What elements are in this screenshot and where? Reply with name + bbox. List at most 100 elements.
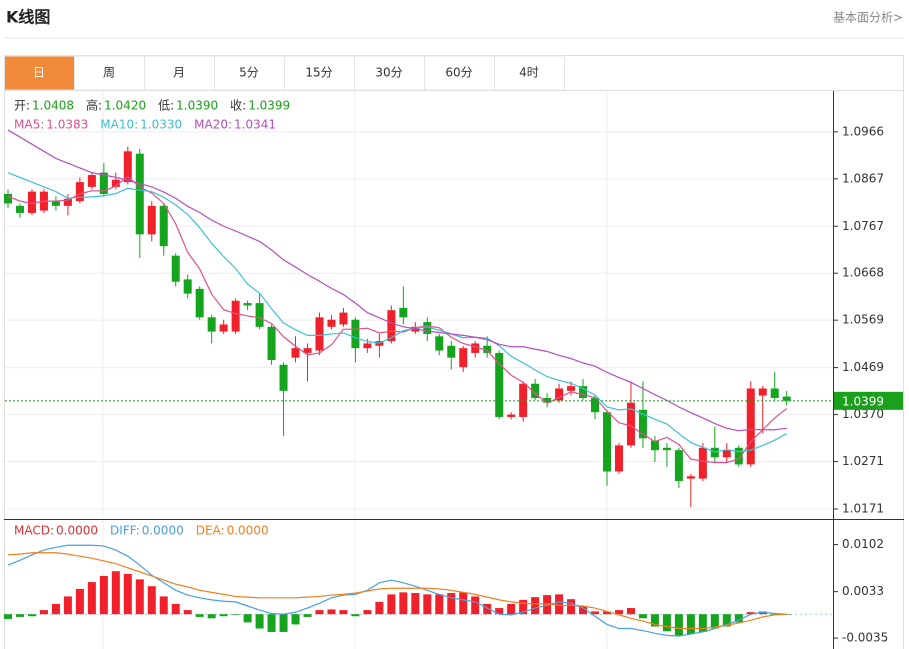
- macd-bar: [51, 603, 60, 615]
- candle-body: [75, 182, 84, 202]
- tab-label[interactable]: 日: [33, 66, 45, 80]
- readout-value: 0.0000: [142, 524, 184, 538]
- y-tick-label: 1.0767: [842, 219, 884, 233]
- tab-label[interactable]: 周: [103, 66, 115, 80]
- candle-body: [686, 476, 695, 479]
- tab-label[interactable]: 4时: [519, 66, 539, 80]
- indicator-line: [7, 552, 787, 630]
- macd-bar: [195, 614, 204, 617]
- readout-value: 0.0000: [56, 524, 98, 538]
- macd-bar: [686, 614, 695, 634]
- macd-bar: [135, 579, 144, 615]
- readout-value: 1.0408: [32, 99, 74, 113]
- readout-value: 1.0390: [176, 99, 218, 113]
- candle-body: [219, 324, 228, 332]
- readout-value: 1.0341: [234, 118, 276, 132]
- y-tick-label: 1.0370: [842, 407, 884, 421]
- macd-bar: [591, 611, 600, 615]
- macd-bar: [111, 571, 120, 615]
- last-price-label: 1.0399: [842, 394, 884, 408]
- macd-bar: [650, 614, 659, 627]
- tab[interactable]: [494, 55, 565, 91]
- tab-label[interactable]: 15分: [305, 66, 332, 80]
- tab[interactable]: [354, 55, 425, 91]
- candle-body: [351, 319, 360, 349]
- candle-body: [758, 388, 767, 396]
- indicator-line: [7, 172, 787, 453]
- readout-name: DEA:: [196, 524, 225, 538]
- fundamental-link[interactable]: 基本面分析>: [833, 11, 903, 25]
- readout-name: MA10:: [100, 118, 138, 132]
- macd-bar: [471, 596, 480, 615]
- candle-body: [399, 307, 408, 318]
- tab-label[interactable]: 60分: [445, 66, 472, 80]
- macd-bar: [279, 614, 288, 632]
- candle-body: [279, 364, 288, 391]
- readout-name: 收:: [230, 99, 246, 113]
- macd-bar: [87, 582, 96, 615]
- macd-bar: [39, 610, 48, 615]
- macd-bar: [363, 610, 372, 615]
- candle-body: [471, 343, 480, 353]
- last-price-tag: [834, 391, 903, 410]
- macd-bar: [375, 601, 384, 615]
- macd-bar: [507, 603, 516, 615]
- macd-bar: [603, 611, 611, 615]
- macd-bar: [75, 588, 84, 615]
- macd-bar: [531, 597, 540, 615]
- candle-body: [363, 343, 372, 349]
- widget-title: K线图: [6, 8, 50, 27]
- tab-label[interactable]: 30分: [375, 66, 402, 80]
- readout-value: 1.0330: [140, 118, 182, 132]
- tab[interactable]: [4, 55, 75, 91]
- tab-label[interactable]: 月: [173, 66, 185, 80]
- macd-bar: [171, 603, 180, 615]
- macd-bar: [435, 594, 444, 615]
- candle-body: [327, 319, 336, 327]
- candle-body: [123, 151, 132, 183]
- candle-body: [734, 447, 743, 465]
- macd-bar: [698, 614, 707, 632]
- macd-bar: [423, 594, 432, 615]
- readout-value: 1.0383: [46, 118, 88, 132]
- macd-bar: [15, 614, 24, 617]
- tab[interactable]: [284, 55, 355, 91]
- macd-bar: [447, 593, 456, 615]
- candle-body: [447, 345, 456, 358]
- candle-body: [638, 409, 647, 439]
- macd-bar: [255, 614, 264, 629]
- candle-body: [51, 201, 60, 206]
- macd-bar: [758, 611, 767, 615]
- candle-body: [435, 336, 444, 351]
- candle-body: [531, 383, 540, 398]
- macd-bar: [267, 614, 276, 632]
- candle-body: [555, 388, 564, 401]
- macd-bar: [483, 603, 492, 615]
- macd-bar: [123, 573, 132, 615]
- candle-body: [267, 326, 276, 361]
- tab[interactable]: [144, 55, 215, 91]
- candle-body: [63, 198, 72, 206]
- tab-label[interactable]: 5分: [239, 66, 259, 80]
- candle-body: [303, 348, 312, 353]
- tab-bar: 日 周 月 5分 15分 30分 60分 4时: [4, 55, 565, 91]
- readout-value: 1.0399: [248, 99, 290, 113]
- y-tick-label: 1.0569: [842, 313, 884, 327]
- macd-bar: [183, 610, 192, 615]
- tab[interactable]: [214, 55, 285, 91]
- macd-bar: [327, 609, 336, 615]
- macd-bar: [399, 592, 408, 615]
- tab[interactable]: [74, 55, 145, 91]
- candle-body: [519, 383, 528, 417]
- candle-body: [27, 191, 36, 213]
- candle-body: [423, 322, 432, 334]
- candle-body: [231, 300, 240, 332]
- readout-value: 1.0420: [104, 99, 146, 113]
- candle-body: [722, 450, 731, 458]
- macd-bar: [626, 608, 635, 615]
- macd-bar: [459, 592, 468, 615]
- macd-bar: [710, 614, 719, 629]
- macd-bar: [567, 599, 576, 615]
- macd-bar: [99, 575, 108, 615]
